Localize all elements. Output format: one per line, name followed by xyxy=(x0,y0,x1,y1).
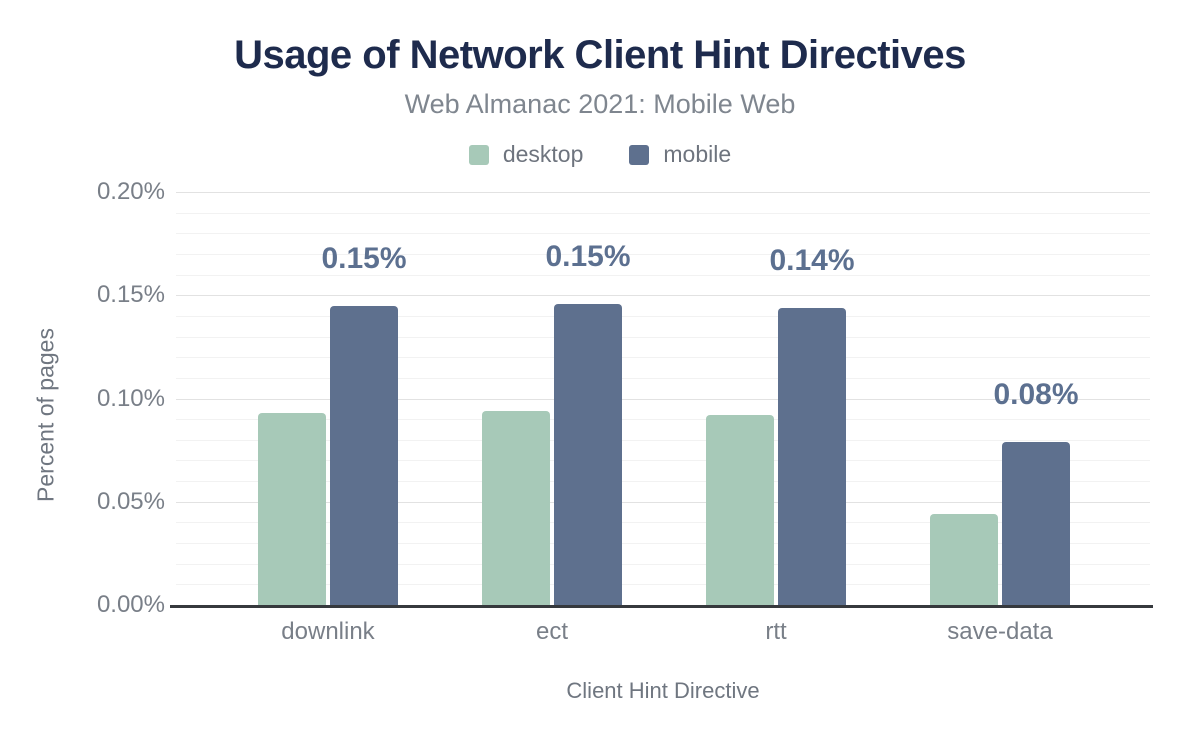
legend-swatch-mobile xyxy=(629,144,650,165)
bar-value-label: 0.08% xyxy=(993,378,1079,411)
y-axis-title: Percent of pages xyxy=(32,328,59,502)
bar-desktop-save-data[interactable] xyxy=(930,514,998,605)
legend-item-desktop[interactable]: desktop xyxy=(468,141,584,168)
x-axis-label-rtt: rtt xyxy=(765,618,787,645)
gridline-major xyxy=(176,192,1150,193)
gridline-minor xyxy=(176,543,1150,544)
bar-mobile-save-data[interactable] xyxy=(1002,442,1070,605)
legend-swatch-desktop xyxy=(468,144,489,165)
x-axis-title: Client Hint Directive xyxy=(566,678,760,703)
y-axis-tick-label: 0.00% xyxy=(96,591,165,618)
gridline-major xyxy=(176,295,1150,296)
bar-desktop-rtt[interactable] xyxy=(706,415,774,605)
gridline-minor xyxy=(176,440,1150,441)
legend-label: mobile xyxy=(663,141,732,167)
bar-desktop-downlink[interactable] xyxy=(258,413,326,605)
bar-mobile-downlink[interactable] xyxy=(330,306,398,605)
gridline-minor xyxy=(176,564,1150,565)
gridline-minor xyxy=(176,337,1150,338)
gridline-minor xyxy=(176,275,1150,276)
x-axis-line xyxy=(170,605,1153,608)
x-axis-label-downlink: downlink xyxy=(281,618,375,645)
y-axis-tick-label: 0.20% xyxy=(96,178,165,205)
gridline-minor xyxy=(176,357,1150,358)
x-axis-label-ect: ect xyxy=(535,618,568,645)
y-axis-tick-label: 0.10% xyxy=(96,385,165,412)
gridline-minor xyxy=(176,316,1150,317)
gridline-minor xyxy=(176,378,1150,379)
gridline-major xyxy=(176,399,1150,400)
bar-desktop-ect[interactable] xyxy=(482,411,550,605)
gridline-minor xyxy=(176,460,1150,461)
gridline-minor xyxy=(176,233,1150,234)
legend-label: desktop xyxy=(502,141,584,167)
gridline-minor xyxy=(176,254,1150,255)
gridline-major xyxy=(176,502,1150,503)
gridline-minor xyxy=(176,481,1150,482)
bar-value-label: 0.15% xyxy=(545,240,631,273)
bar-mobile-ect[interactable] xyxy=(554,304,622,605)
y-axis-tick-label: 0.15% xyxy=(96,281,165,308)
legend-item-mobile[interactable]: mobile xyxy=(629,141,731,168)
bar-value-label: 0.14% xyxy=(769,244,855,277)
gridline-minor xyxy=(176,522,1150,523)
chart-title: Usage of Network Client Hint Directives xyxy=(234,33,966,77)
x-axis-label-save-data: save-data xyxy=(947,618,1053,645)
gridline-minor xyxy=(176,584,1150,585)
bar-value-label: 0.15% xyxy=(321,242,407,275)
gridline-minor xyxy=(176,419,1150,420)
legend: desktop mobile xyxy=(0,141,1200,168)
bar-mobile-rtt[interactable] xyxy=(778,308,846,605)
y-axis-tick-label: 0.05% xyxy=(96,488,165,515)
gridline-minor xyxy=(176,213,1150,214)
chart-subtitle: Web Almanac 2021: Mobile Web xyxy=(404,89,796,119)
